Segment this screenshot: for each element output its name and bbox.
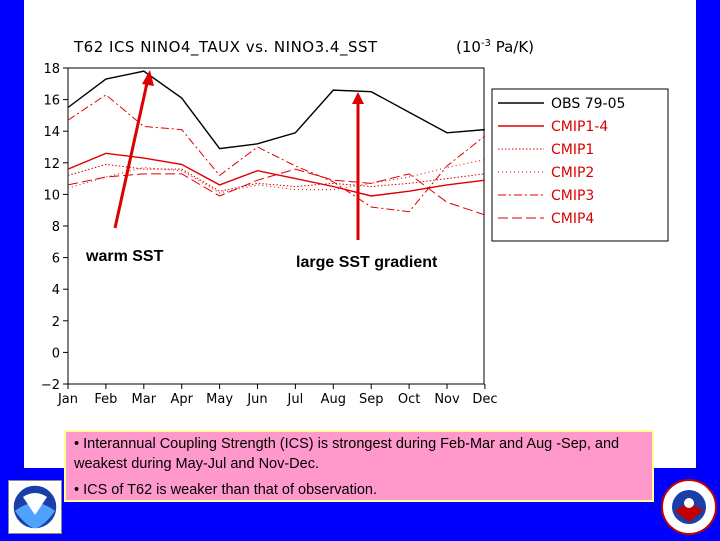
y-tick-label: 8 — [52, 220, 60, 235]
legend-label: CMIP3 — [551, 188, 594, 204]
y-tick-label: 16 — [43, 94, 60, 109]
y-tick-label: 6 — [52, 252, 60, 267]
chart-title-units: (10-3 Pa/K) — [456, 38, 534, 56]
arrow-warm-sst-head — [142, 70, 154, 86]
x-tick-label: Jul — [287, 392, 304, 407]
chart-title-units-exp: -3 — [481, 38, 491, 49]
legend: OBS 79-05 CMIP1-4 CMIP1 CMIP2 CMIP3 CMIP4 — [492, 89, 668, 241]
x-tick-label: Oct — [398, 392, 420, 407]
noaa-logo — [8, 480, 62, 534]
x-tick-label: Jan — [57, 392, 78, 407]
y-tick-label: 0 — [52, 346, 60, 361]
legend-label: CMIP1 — [551, 142, 594, 158]
note-ics-strength: • Interannual Coupling Strength (ICS) is… — [74, 434, 644, 474]
legend-label: CMIP4 — [551, 211, 594, 227]
chart: T62 ICS NINO4_TAUX vs. NINO3.4_SST (10-3… — [0, 0, 720, 420]
y-tick-label: 4 — [52, 283, 60, 298]
legend-label: CMIP1-4 — [551, 119, 608, 135]
chart-title-units-base: (10 — [456, 38, 481, 56]
x-tick-label: Nov — [434, 392, 460, 407]
plot-frame — [68, 68, 484, 384]
series-line-cmip4 — [68, 169, 485, 215]
annotation-arrows — [115, 70, 364, 240]
noaa-logo-icon — [9, 481, 61, 533]
legend-label: CMIP2 — [551, 165, 594, 181]
y-axis: −2 0 2 4 6 8 10 12 14 16 18 — [41, 62, 68, 393]
nws-logo — [660, 478, 718, 536]
series-line-obs-79-05 — [68, 71, 485, 148]
nws-logo-icon — [660, 478, 718, 536]
x-tick-label: Dec — [472, 392, 497, 407]
notes-box: • Interannual Coupling Strength (ICS) is… — [64, 430, 654, 502]
y-tick-label: 14 — [43, 125, 60, 140]
x-tick-label: Apr — [170, 392, 193, 407]
chart-title: T62 ICS NINO4_TAUX vs. NINO3.4_SST (10-3… — [73, 38, 534, 57]
y-tick-label: 18 — [43, 62, 60, 77]
y-tick-label: 2 — [52, 315, 60, 330]
annotation-large-gradient: large SST gradient — [296, 254, 438, 271]
series-group — [68, 71, 485, 215]
y-tick-label: 12 — [43, 157, 60, 172]
annotation-warm-sst: warm SST — [85, 248, 164, 265]
y-tick-label: −2 — [41, 378, 60, 393]
x-axis: Jan Feb Mar Apr May Jun Jul Aug Sep Oct Nov Dec — [57, 384, 498, 407]
series-line-cmip2 — [68, 160, 485, 193]
chart-title-main: T62 ICS NINO4_TAUX vs. NINO3.4_SST — [73, 38, 378, 57]
chart-title-units-tail: Pa/K) — [491, 38, 534, 56]
y-tick-label: 10 — [43, 188, 60, 203]
x-tick-label: Aug — [321, 392, 346, 407]
x-tick-label: Feb — [94, 392, 117, 407]
x-tick-label: Sep — [359, 392, 384, 407]
arrow-large-gradient-head — [352, 92, 364, 104]
note-t62-weaker: • ICS of T62 is weaker than that of obse… — [74, 480, 644, 500]
legend-label: OBS 79-05 — [551, 96, 625, 112]
x-tick-label: Jun — [246, 392, 267, 407]
x-tick-label: Mar — [132, 392, 157, 407]
x-tick-label: May — [206, 392, 233, 407]
arrow-warm-sst — [115, 74, 149, 228]
series-line-cmip1 — [68, 164, 485, 191]
